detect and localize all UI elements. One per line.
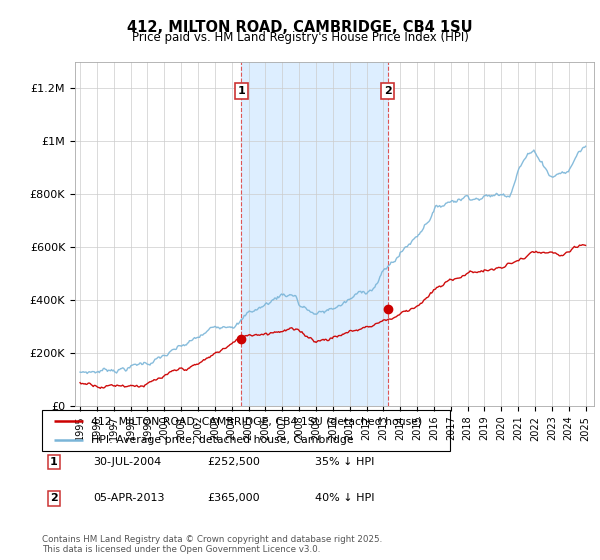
Text: HPI: Average price, detached house, Cambridge: HPI: Average price, detached house, Camb… <box>91 435 353 445</box>
Text: 412, MILTON ROAD, CAMBRIDGE, CB4 1SU: 412, MILTON ROAD, CAMBRIDGE, CB4 1SU <box>127 20 473 35</box>
Text: 2: 2 <box>50 493 58 503</box>
Text: 1: 1 <box>238 86 245 96</box>
Text: 40% ↓ HPI: 40% ↓ HPI <box>315 493 374 503</box>
Text: 30-JUL-2004: 30-JUL-2004 <box>93 457 161 467</box>
Text: 1: 1 <box>50 457 58 467</box>
Text: 2: 2 <box>384 86 391 96</box>
Text: £252,500: £252,500 <box>207 457 260 467</box>
Text: Price paid vs. HM Land Registry's House Price Index (HPI): Price paid vs. HM Land Registry's House … <box>131 31 469 44</box>
Text: Contains HM Land Registry data © Crown copyright and database right 2025.
This d: Contains HM Land Registry data © Crown c… <box>42 535 382 554</box>
Bar <box>241 62 388 406</box>
Text: 412, MILTON ROAD, CAMBRIDGE, CB4 1SU (detached house): 412, MILTON ROAD, CAMBRIDGE, CB4 1SU (de… <box>91 417 422 426</box>
Text: 35% ↓ HPI: 35% ↓ HPI <box>315 457 374 467</box>
Text: £365,000: £365,000 <box>207 493 260 503</box>
Text: 05-APR-2013: 05-APR-2013 <box>93 493 164 503</box>
